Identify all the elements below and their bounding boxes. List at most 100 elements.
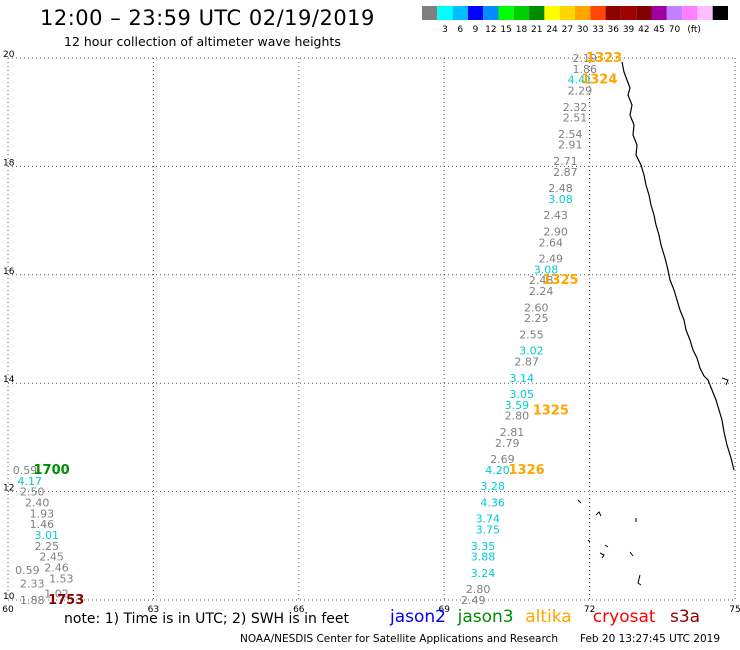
wave-height-value: 2.90 (543, 225, 568, 238)
y-tick-label: 12 (3, 484, 14, 494)
legend-swatch (422, 6, 438, 20)
wave-height-value: 1.02 (44, 587, 69, 600)
legend-label: 15 (500, 25, 511, 35)
wave-height-value: 2.48 (529, 274, 554, 287)
wave-height-value: 4.36 (480, 496, 505, 509)
legend-label: 6 (457, 25, 463, 35)
y-tick-label: 16 (3, 267, 15, 277)
wave-height-value: 2.79 (495, 437, 520, 450)
wave-height-value: 1.53 (49, 572, 74, 585)
wave-height-value: 4.17 (18, 475, 43, 488)
y-tick-label: 20 (3, 50, 15, 60)
legend-swatch (559, 6, 575, 20)
wave-height-value: 1.93 (30, 507, 55, 520)
wave-height-value: 1.86 (573, 63, 598, 76)
wave-height-value: 4.20 (485, 464, 510, 477)
wave-height-value: 2.25 (524, 312, 549, 325)
legend-swatch (682, 6, 698, 20)
wave-height-value: 4.41 (568, 74, 593, 87)
wave-height-value: 2.25 (35, 540, 60, 553)
wave-height-value: 2.40 (25, 496, 50, 509)
legend-label: 42 (638, 25, 649, 35)
wave-height-value: 3.75 (476, 524, 501, 537)
legend-label: 9 (473, 25, 479, 35)
wave-height-value: 3.05 (509, 388, 534, 401)
wave-height-value: 2.29 (568, 85, 593, 98)
wave-height-value: 2.87 (514, 356, 539, 369)
wave-height-value: 2.71 (553, 155, 578, 168)
legend-swatch (467, 6, 484, 20)
pass-time-label: 1325 (533, 403, 569, 418)
wave-height-value: 2.43 (543, 209, 568, 222)
wave-height-value: 2.33 (20, 578, 45, 591)
track: 3.082.492.642.902.433.082.482.872.712.91… (534, 85, 592, 289)
wave-height-value: 2.64 (539, 236, 564, 249)
satellite-s3a: s3a (670, 607, 701, 627)
satellite-altika: altika (525, 607, 572, 627)
wave-height-value: 2.48 (548, 182, 573, 195)
wave-height-value: 2.80 (466, 583, 491, 596)
legend-label: 12 (485, 25, 496, 35)
wave-height-value: 3.28 (480, 480, 505, 493)
wave-height-value: 2.91 (558, 139, 583, 152)
pass-time-label: 1323 (586, 51, 622, 66)
legend-swatch (437, 6, 453, 20)
color-legend: 3 6 9 12 15 18 21 24 27 30 33 36 39 42 45 70 (ft) (422, 6, 728, 35)
wave-height-value: 2.19 (573, 52, 598, 65)
pass-time-label: 1700 (34, 463, 70, 478)
legend-swatch (712, 6, 728, 20)
wave-height-value: 0.59 (15, 564, 40, 577)
satellite-jason3: jason3 (457, 607, 514, 627)
legend-swatch (666, 6, 683, 20)
wave-height-value: 2.69 (490, 453, 515, 466)
legend-label: 3 (442, 25, 448, 35)
legend-label: 36 (608, 25, 620, 35)
legend-swatch (513, 6, 530, 20)
wave-height-value: 2.32 (563, 101, 588, 114)
wave-height-value: 2.49 (461, 594, 486, 607)
legend-swatch (620, 6, 637, 20)
legend-label: 70 (669, 25, 681, 35)
wave-height-value: 3.88 (471, 551, 496, 564)
wave-height-value: 2.60 (524, 301, 549, 314)
legend-swatch (544, 6, 560, 20)
islands (577, 377, 729, 586)
wave-height-value: 3.74 (476, 513, 501, 526)
legend-label: 24 (546, 25, 558, 35)
x-tick-label: 60 (2, 605, 14, 615)
wave-height-value: 2.50 (20, 486, 45, 499)
wave-height-value: 2.24 (529, 285, 554, 298)
x-tick-label: 75 (729, 605, 740, 615)
y-tick-label: 10 (3, 592, 15, 602)
wave-height-value: 3.35 (471, 540, 496, 553)
credit-line: NOAA/NESDIS Center for Satellite Applica… (240, 633, 558, 645)
page-subtitle: 12 hour collection of altimeter wave hei… (64, 34, 341, 49)
pass-time-label: 1753 (48, 593, 84, 608)
wave-height-value: 3.01 (35, 529, 60, 542)
altimeter-tracks: 1.881.022.33 1.530.59 2.462.452.253.011.46… (13, 51, 623, 608)
coastline (621, 61, 735, 471)
track: 2.69 2.792.81 2.803.593.05 3.14 2.873.02 2.55… (490, 274, 569, 466)
legend-label: 30 (577, 25, 589, 35)
legend-label: 21 (531, 25, 542, 35)
wave-height-value: 3.24 (471, 567, 496, 580)
wave-height-value: 3.14 (509, 372, 534, 385)
legend-label: 18 (516, 25, 528, 35)
wave-height-value: 3.08 (534, 263, 559, 276)
legend-swatch (697, 6, 713, 20)
wave-height-value: 2.45 (39, 551, 64, 564)
wave-height-value: 2.46 (44, 561, 69, 574)
pass-time-label: 1324 (581, 73, 617, 88)
legend-swatch (590, 6, 606, 20)
wave-height-value: 3.08 (548, 193, 573, 206)
legend-swatch (529, 6, 545, 20)
legend-label: 39 (623, 25, 635, 35)
legend-swatch (605, 6, 621, 20)
track: 2.492.80 3.24 3.883.35 3.753.74 4.36 3.28 4.20… (461, 463, 545, 607)
wave-height-value: 2.51 (563, 112, 588, 125)
x-tick-label: 69 (438, 605, 450, 615)
wave-height-value: 2.87 (553, 166, 578, 179)
generated-timestamp: Feb 20 13:27:45 UTC 2019 (580, 633, 720, 645)
